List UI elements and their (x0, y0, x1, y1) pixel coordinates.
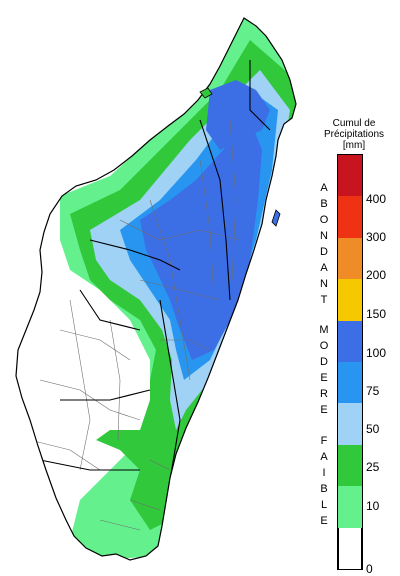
legend-letter: E (320, 515, 328, 527)
legend-swatch (338, 382, 362, 404)
legend-swatch (338, 403, 362, 425)
legend-swatch (338, 217, 362, 238)
legend-swatch (338, 341, 362, 363)
legend-swatch (338, 175, 362, 197)
legend-letter: E (320, 404, 328, 416)
legend-letter: B (320, 198, 328, 210)
legend-letter: B (320, 483, 328, 495)
legend-swatch (338, 279, 362, 300)
legend-swatch (338, 527, 362, 549)
legend-tick-label: 10 (366, 499, 380, 513)
island-sainte-marie (271, 209, 281, 227)
legend-tick-label: 75 (366, 384, 380, 398)
legend-letter: M (319, 324, 329, 336)
legend-tick-label: 400 (366, 192, 387, 206)
legend-swatch (338, 506, 362, 528)
legend-swatch (338, 548, 362, 570)
legend-letter: A (320, 262, 328, 274)
legend-letter: A (320, 451, 328, 463)
legend-swatch (338, 424, 362, 445)
legend-tick-label: 25 (366, 460, 380, 474)
legend-letter: I (322, 467, 326, 479)
legend-letter: O (319, 340, 329, 352)
legend-color-scale (337, 154, 363, 570)
legend-letter: E (320, 372, 328, 384)
legend-swatch (338, 237, 362, 259)
island-nosy-be (199, 87, 213, 99)
legend-letter: F (320, 435, 328, 447)
legend-letter: N (320, 278, 328, 290)
legend-title-line2: Précipitations (323, 129, 385, 140)
legend-title: Cumul de Précipitations [mm] (312, 118, 396, 151)
legend-letter: A (320, 182, 328, 194)
zone-modere-100-north (206, 80, 270, 150)
coastline (15, 17, 297, 561)
legend-swatch (338, 465, 362, 487)
legend-swatch (338, 362, 362, 383)
legend-swatch (338, 320, 362, 342)
legend-unit: [mm] (342, 140, 366, 151)
legend-letter: R (320, 388, 328, 400)
district-borders (29, 119, 241, 531)
legend-swatch (338, 299, 362, 321)
legend-tick-label: 0 (366, 562, 373, 576)
zone-modere-100 (140, 120, 262, 360)
rainfall-map (15, 17, 297, 561)
region-borders (39, 60, 271, 481)
legend-tick-label: 100 (366, 346, 387, 360)
legend-tick-label: 300 (366, 230, 387, 244)
legend-tick-label: 200 (366, 268, 387, 282)
legend-swatch (338, 444, 362, 466)
legend-title-line1: Cumul de (332, 118, 376, 129)
legend-swatch (338, 486, 362, 507)
legend-swatch (338, 196, 362, 218)
legend-letter: D (320, 356, 328, 368)
legend-swatch (338, 155, 362, 176)
legend-letter: T (320, 294, 328, 306)
legend-swatch (338, 258, 362, 280)
legend-letter: O (319, 214, 329, 226)
legend-tick-label: 50 (366, 422, 380, 436)
legend-letter: D (320, 246, 328, 258)
legend-tick-label: 150 (366, 307, 387, 321)
legend-letter: L (320, 499, 328, 511)
legend-letter: N (320, 230, 328, 242)
